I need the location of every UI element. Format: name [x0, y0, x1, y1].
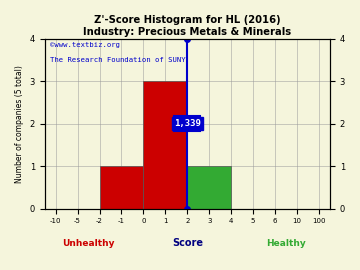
X-axis label: Score: Score	[172, 238, 203, 248]
Title: Z'-Score Histogram for HL (2016)
Industry: Precious Metals & Minerals: Z'-Score Histogram for HL (2016) Industr…	[83, 15, 291, 37]
Text: ©www.textbiz.org: ©www.textbiz.org	[50, 42, 120, 48]
Bar	[143, 81, 187, 209]
Text: Unhealthy: Unhealthy	[62, 239, 115, 248]
Y-axis label: Number of companies (5 total): Number of companies (5 total)	[15, 65, 24, 183]
Text: 1,339: 1,339	[174, 119, 201, 128]
Bar	[187, 166, 231, 209]
Text: Healthy: Healthy	[266, 239, 306, 248]
Text: The Research Foundation of SUNY: The Research Foundation of SUNY	[50, 58, 186, 63]
Bar	[99, 166, 143, 209]
